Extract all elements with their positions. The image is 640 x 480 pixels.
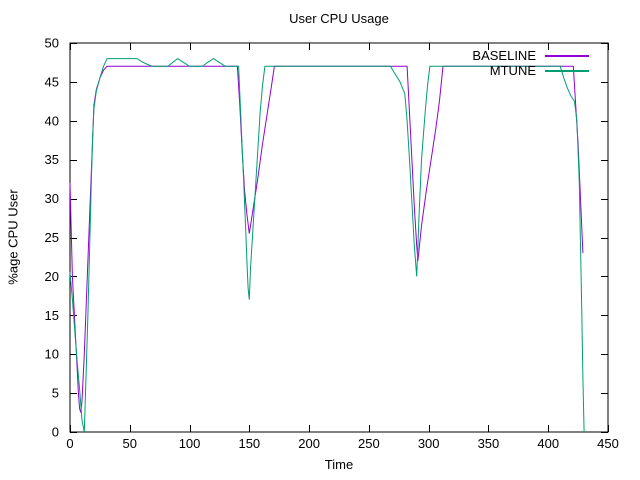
legend-item-baseline: BASELINE (472, 48, 589, 63)
y-tick-label: 35 (45, 152, 59, 167)
y-tick-label: 15 (45, 308, 59, 323)
y-tick-label: 50 (45, 36, 59, 51)
y-tick-label: 10 (45, 347, 59, 362)
legend-label-baseline: BASELINE (472, 48, 536, 63)
x-tick-label: 450 (597, 436, 619, 451)
x-tick-label: 0 (66, 436, 73, 451)
series-line-baseline (69, 65, 584, 413)
y-tick-label: 30 (45, 191, 59, 206)
y-tick-label: 45 (45, 74, 59, 89)
legend-line-sample-mtune (545, 69, 589, 72)
y-axis-label: %age CPU User (5, 189, 21, 285)
x-tick-label: 350 (478, 436, 500, 451)
y-tick-label: 5 (52, 386, 59, 401)
x-tick-label: 100 (179, 436, 201, 451)
y-tick-label: 20 (45, 269, 59, 284)
legend-item-mtune: MTUNE (472, 63, 589, 78)
series-line-mtune (69, 57, 585, 433)
x-tick-label: 200 (298, 436, 320, 451)
y-tick-label: 0 (52, 425, 59, 440)
legend-label-mtune: MTUNE (489, 63, 536, 78)
x-axis-label: Time (324, 457, 354, 472)
chart-title: User CPU Usage (289, 11, 389, 26)
x-tick-label: 400 (537, 436, 559, 451)
x-tick-label: 300 (418, 436, 440, 451)
x-tick-label: 150 (238, 436, 260, 451)
legend-line-sample-baseline (545, 54, 589, 57)
plot-border (69, 42, 609, 433)
x-tick-label: 250 (358, 436, 380, 451)
x-tick-label: 50 (123, 436, 137, 451)
legend: BASELINE MTUNE (472, 48, 589, 78)
y-tick-label: 25 (45, 230, 59, 245)
y-tick-label: 40 (45, 113, 59, 128)
